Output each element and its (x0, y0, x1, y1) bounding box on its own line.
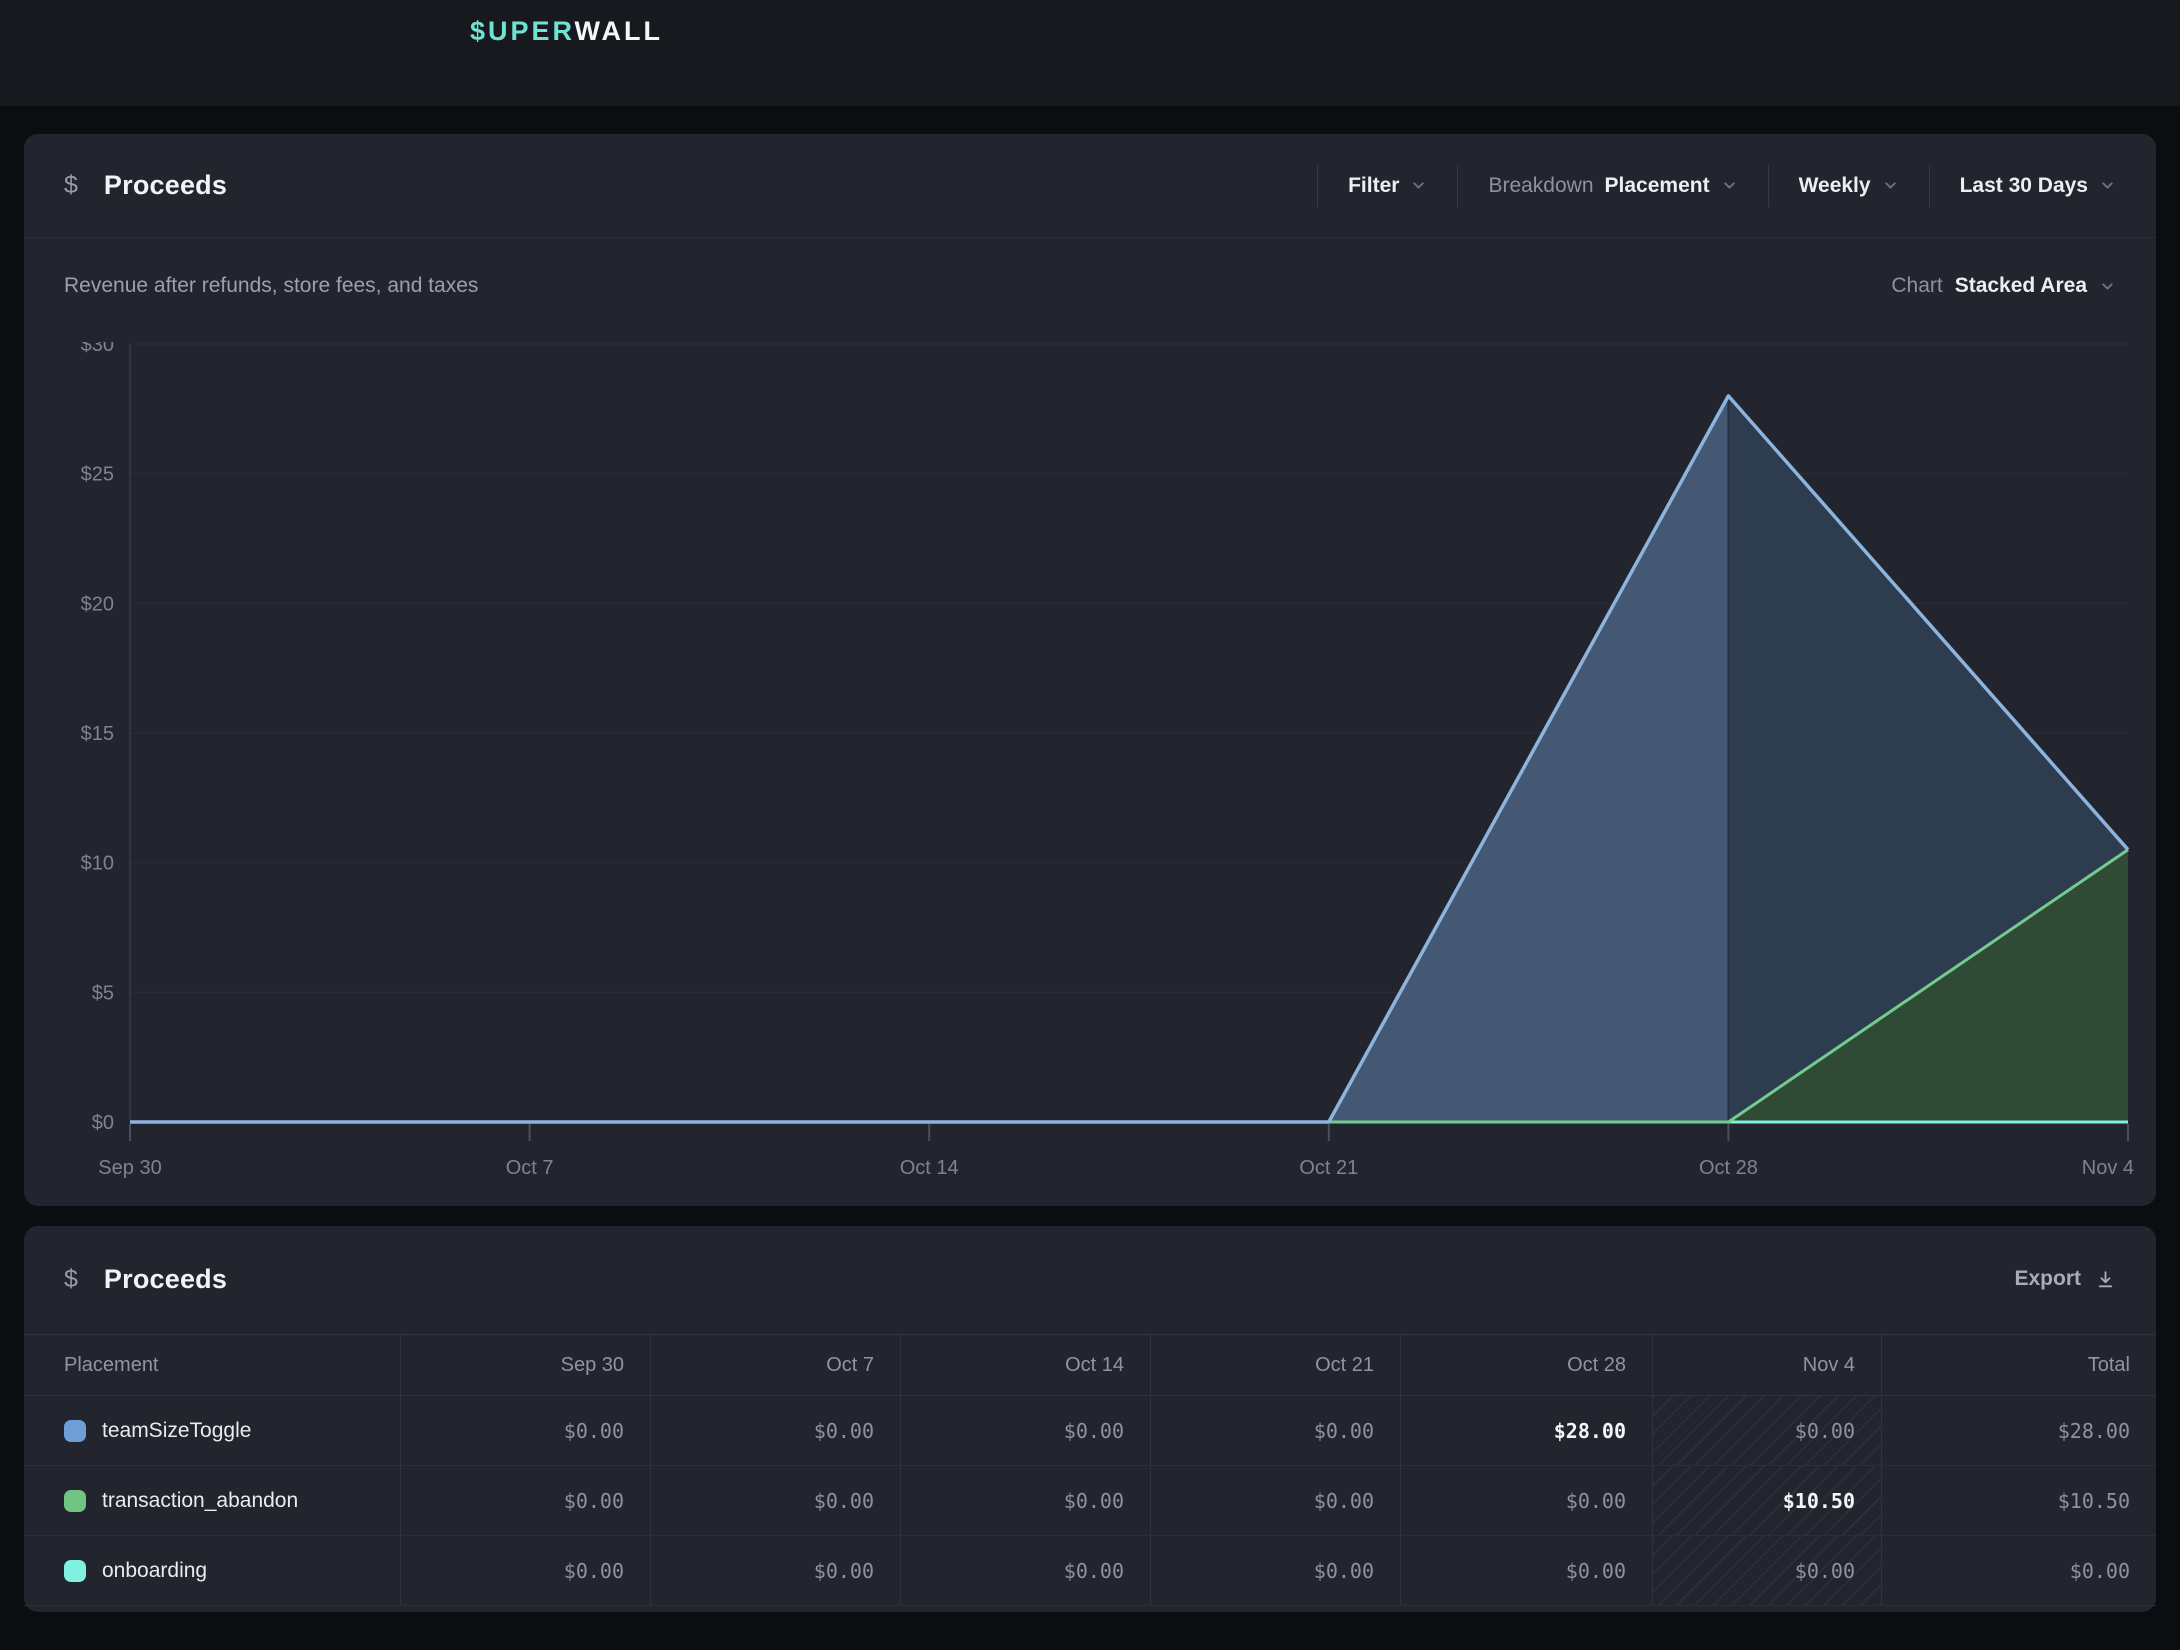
table-row: transaction_abandon $0.00 $0.00 $0.00 $0.00 $… (24, 1466, 2156, 1536)
table-row: teamSizeToggle $0.00 $0.00 $0.00 $0.00 $28.00… (24, 1396, 2156, 1466)
table-row: onboarding $0.00 $0.00 $0.00 $0.00 $0.00 $0.00… (24, 1536, 2156, 1606)
y-axis-label: $20 (81, 593, 114, 615)
series-swatch-icon (64, 1489, 86, 1512)
value-cell: $0.00 (900, 1536, 1150, 1605)
value-cell: $0.00 (1400, 1466, 1652, 1535)
series-area-teamSizeToggle-right (1728, 395, 2128, 1122)
value-cell: $0.00 (400, 1396, 650, 1465)
series-line-teamSizeToggle (130, 394, 2130, 1124)
y-axis-label: $10 (81, 853, 114, 875)
table-header-row: Placement Sep 30 Oct 7 Oct 14 Oct 21 Oct 28 No… (24, 1334, 2156, 1396)
proceeds-table: Placement Sep 30 Oct 7 Oct 14 Oct 21 Oct 28 No… (24, 1334, 2156, 1606)
export-label: Export (2014, 1267, 2081, 1290)
chart-controls: Filter Breakdown Placement Weekly Last 3… (1317, 164, 2116, 207)
logo-text-secondary: WALL (574, 16, 664, 46)
filter-label: Filter (1348, 173, 1400, 197)
chevron-down-icon (2102, 182, 2113, 189)
column-header: Oct 14 (900, 1335, 1150, 1395)
value-cell: $10.50 (1881, 1466, 2156, 1535)
placement-cell[interactable]: onboarding (24, 1536, 400, 1605)
column-header: Placement (64, 1353, 159, 1376)
export-button[interactable]: Export (2014, 1267, 2116, 1291)
y-axis-label: $30 (81, 342, 114, 356)
chevron-down-icon (1884, 182, 1896, 189)
placement-cell[interactable]: teamSizeToggle (24, 1396, 400, 1465)
placement-name: teamSizeToggle (102, 1418, 252, 1442)
download-icon (2098, 1270, 2113, 1287)
x-axis-label: Oct 28 (1699, 1157, 1758, 1179)
value-cell: $28.00 (1881, 1396, 2156, 1465)
chart-subtitle: Revenue after refunds, store fees, and t… (64, 274, 479, 297)
chart-card-header: $ Proceeds Filter Breakdown Placement We… (24, 134, 2156, 238)
value-cell: $0.00 (1652, 1396, 1881, 1465)
value-cell: $28.00 (1400, 1396, 1652, 1465)
date-range-dropdown[interactable]: Last 30 Days (1928, 164, 2116, 207)
chart-type-dropdown[interactable]: Chart Stacked Area (1891, 274, 2116, 298)
column-header: Oct 7 (650, 1335, 900, 1395)
chart-subheader: Revenue after refunds, store fees, and t… (24, 238, 2156, 298)
dollar-icon: $ (64, 171, 78, 199)
x-axis-label: Oct 7 (506, 1157, 554, 1179)
chevron-down-icon (2102, 282, 2113, 290)
x-axis-label: Oct 21 (1299, 1157, 1358, 1179)
y-axis-label: $5 (92, 982, 114, 1004)
column-header: Oct 21 (1150, 1335, 1400, 1395)
interval-value: Weekly (1798, 173, 1871, 197)
value-cell: $0.00 (900, 1466, 1150, 1535)
value-cell: $0.00 (1652, 1536, 1881, 1605)
chart-type-value: Stacked Area (1954, 274, 2087, 297)
value-cell: $0.00 (650, 1396, 900, 1465)
placement-name: onboarding (102, 1558, 208, 1582)
value-cell: $0.00 (1400, 1536, 1652, 1605)
value-cell: $0.00 (1150, 1466, 1400, 1535)
series-area-teamSizeToggle-left (130, 395, 1729, 1122)
value-cell: $10.50 (1652, 1466, 1881, 1535)
series-area-transaction_abandon (130, 849, 2128, 1122)
dollar-icon: $ (64, 1264, 78, 1293)
interval-dropdown[interactable]: Weekly (1767, 164, 1929, 207)
table-title: Proceeds (103, 1263, 228, 1294)
column-header: Sep 30 (400, 1335, 650, 1395)
chart-type-label: Chart (1891, 274, 1943, 297)
table-card-header: $ Proceeds Export (24, 1226, 2156, 1332)
value-cell: $0.00 (900, 1396, 1150, 1465)
chevron-down-icon (1723, 182, 1735, 189)
page-title: Proceeds (103, 170, 228, 200)
filter-dropdown[interactable]: Filter (1317, 164, 1457, 207)
chevron-down-icon (1413, 182, 1425, 189)
value-cell: $0.00 (1881, 1536, 2156, 1605)
value-cell: $0.00 (650, 1466, 900, 1535)
proceeds-chart-card: $ Proceeds Filter Breakdown Placement We… (24, 134, 2156, 1206)
value-cell: $0.00 (1150, 1396, 1400, 1465)
series-swatch-icon (64, 1419, 86, 1442)
breakdown-dropdown[interactable]: Breakdown Placement (1457, 164, 1767, 207)
value-cell: $0.00 (650, 1536, 900, 1605)
x-axis-label: Nov 4 (2082, 1157, 2134, 1179)
value-cell: $0.00 (1150, 1536, 1400, 1605)
topbar: $UPERWALL (0, 0, 2180, 106)
y-axis-label: $15 (81, 723, 114, 745)
column-header: Nov 4 (1652, 1335, 1881, 1395)
series-swatch-icon (64, 1559, 86, 1582)
x-axis-label: Sep 30 (98, 1157, 161, 1179)
column-header: Total (1881, 1335, 2156, 1395)
breakdown-label: Breakdown (1488, 173, 1594, 197)
date-range-value: Last 30 Days (1959, 173, 2088, 197)
placement-cell[interactable]: transaction_abandon (24, 1466, 400, 1535)
breakdown-value: Placement (1604, 173, 1710, 197)
value-cell: $0.00 (400, 1466, 650, 1535)
x-axis-label: Oct 14 (900, 1157, 959, 1179)
y-axis-label: $25 (81, 464, 114, 486)
logo-text-primary: $UPER (470, 16, 575, 46)
value-cell: $0.00 (400, 1536, 650, 1605)
proceeds-table-card: $ Proceeds Export Placement Sep 30 Oct 7 Oc… (24, 1226, 2156, 1612)
y-axis-label: $0 (92, 1112, 114, 1134)
stacked-area-chart[interactable]: $0 $5 $10 $15 $20 $25 $30 Sep 30 Oct 7 Oct 14 Oct … (24, 342, 2156, 1202)
column-header: Oct 28 (1400, 1335, 1652, 1395)
superwall-logo: $UPERWALL (470, 16, 663, 47)
placement-name: transaction_abandon (102, 1488, 299, 1512)
